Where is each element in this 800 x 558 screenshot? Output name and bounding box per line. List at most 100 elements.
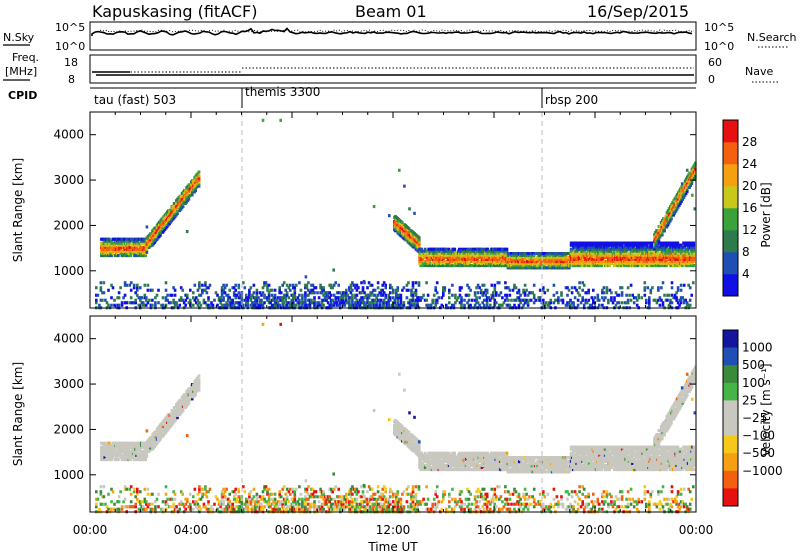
power-cell bbox=[671, 301, 674, 304]
nave-tick-bottom: 0 bbox=[708, 73, 715, 86]
power-cell bbox=[692, 281, 695, 284]
power-cell bbox=[256, 289, 259, 292]
power-cell bbox=[316, 291, 319, 294]
power-cell bbox=[509, 289, 512, 292]
power-cell bbox=[500, 291, 503, 294]
colorbar-tick: 28 bbox=[742, 135, 757, 149]
power-cell bbox=[151, 299, 154, 302]
power-cell bbox=[198, 170, 201, 173]
colorbar-swatch bbox=[723, 230, 738, 252]
power-cell bbox=[112, 286, 115, 289]
power-cell bbox=[469, 304, 472, 307]
cpid-mode-0: tau (fast) 503 bbox=[94, 93, 176, 107]
power-cell bbox=[151, 289, 154, 292]
power-cell bbox=[437, 296, 440, 299]
power-cell bbox=[627, 286, 630, 289]
power-cell bbox=[289, 284, 292, 287]
power-cell bbox=[603, 291, 606, 294]
noise-search-label: N.Search bbox=[747, 31, 797, 44]
power-cell bbox=[184, 304, 187, 307]
power-cell bbox=[95, 299, 98, 302]
power-cell bbox=[415, 289, 418, 292]
power-cell bbox=[147, 284, 150, 287]
power-cell bbox=[422, 294, 425, 297]
colorbar-swatch bbox=[723, 186, 738, 208]
power-cell bbox=[206, 291, 209, 294]
power-cell bbox=[280, 291, 283, 294]
power-cell bbox=[157, 301, 160, 304]
power-cell bbox=[660, 286, 663, 289]
power-cell bbox=[154, 301, 157, 304]
power-cell bbox=[644, 286, 647, 289]
power-cell bbox=[166, 294, 169, 297]
nave-tick-top: 60 bbox=[708, 56, 722, 69]
power-cell bbox=[263, 301, 266, 304]
power-cell bbox=[568, 289, 571, 292]
power-cell bbox=[662, 281, 665, 284]
power-cell bbox=[610, 291, 613, 294]
power-cell bbox=[334, 281, 337, 284]
power-cell bbox=[133, 284, 136, 287]
power-cell bbox=[225, 284, 228, 287]
power-cell bbox=[468, 248, 471, 251]
power-cell bbox=[118, 296, 121, 299]
power-cell bbox=[662, 301, 665, 304]
power-cell bbox=[209, 284, 212, 287]
velocity-cell bbox=[198, 374, 201, 377]
power-cell bbox=[506, 294, 509, 297]
power-cell bbox=[357, 286, 360, 289]
power-cell bbox=[659, 304, 662, 307]
power-cell bbox=[189, 289, 192, 292]
power-cell bbox=[194, 284, 197, 287]
power-cell bbox=[507, 299, 510, 302]
colorbar-swatch bbox=[723, 164, 738, 186]
power-cell bbox=[451, 284, 454, 287]
power-cell bbox=[363, 280, 366, 283]
power-cell bbox=[616, 242, 619, 245]
power-cell bbox=[621, 286, 624, 289]
power-cell bbox=[360, 281, 363, 284]
colorbar-tick: 8 bbox=[742, 245, 750, 259]
power-cell bbox=[494, 284, 497, 287]
power-cell bbox=[644, 294, 647, 297]
power-cell bbox=[100, 286, 103, 289]
power-cell bbox=[307, 281, 310, 284]
colorbar-tick: 4 bbox=[742, 267, 750, 281]
power-cell bbox=[198, 174, 201, 177]
power-cell bbox=[454, 294, 457, 297]
power-cell bbox=[557, 296, 560, 299]
power-cell bbox=[389, 291, 392, 294]
colorbar-tick: 16 bbox=[742, 201, 757, 215]
power-cell bbox=[647, 242, 650, 245]
power-cell bbox=[553, 294, 556, 297]
power-cell bbox=[186, 294, 189, 297]
power-cell bbox=[468, 299, 471, 302]
power-cell bbox=[234, 289, 237, 292]
power-cell bbox=[441, 304, 444, 307]
power-cell bbox=[606, 286, 609, 289]
velocity-cell bbox=[198, 378, 201, 381]
power-cell bbox=[157, 289, 160, 292]
freq-tick-top: 18 bbox=[64, 56, 78, 69]
cpid-panel: CPID tau (fast) 503 themis 3300 rbsp 200 bbox=[8, 85, 696, 108]
power-cell bbox=[100, 281, 103, 284]
power-cell bbox=[469, 289, 472, 292]
power-cell bbox=[621, 291, 624, 294]
power-cell bbox=[451, 294, 454, 297]
power-cell bbox=[412, 281, 415, 284]
power-cell bbox=[207, 296, 210, 299]
power-cell bbox=[556, 291, 559, 294]
power-cell bbox=[289, 289, 292, 292]
velocity-cell bbox=[173, 406, 176, 409]
power-cell bbox=[332, 269, 335, 272]
power-ylabel: Slant Range [km] bbox=[11, 158, 25, 262]
power-cell bbox=[388, 214, 391, 217]
power-cell bbox=[129, 246, 132, 249]
power-cell bbox=[198, 281, 201, 284]
power-cell bbox=[146, 225, 149, 228]
power-cell bbox=[315, 286, 318, 289]
power-cell bbox=[666, 299, 669, 302]
power-cell bbox=[524, 284, 527, 287]
power-cell bbox=[298, 281, 301, 284]
